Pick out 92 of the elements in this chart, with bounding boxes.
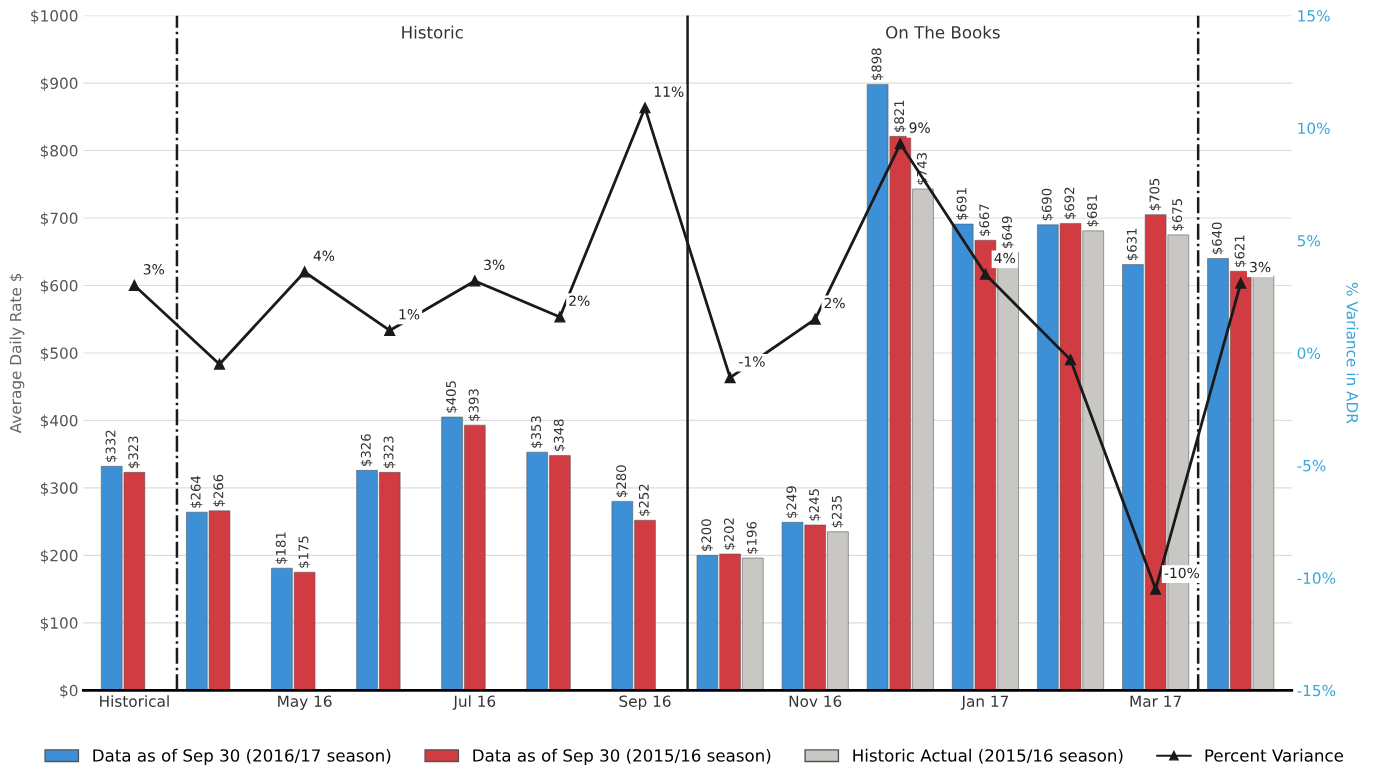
- legend-label: Data as of Sep 30 (2016/17 season): [93, 748, 391, 765]
- data-label: $898: [871, 48, 884, 80]
- x-tick-label: Jul 16: [452, 695, 496, 710]
- y-tick-label: $400: [40, 414, 78, 429]
- data-label: 3%: [484, 259, 505, 271]
- data-label: $631: [1126, 228, 1139, 261]
- data-label: $681: [1086, 195, 1099, 227]
- point: [128, 279, 140, 292]
- point: [894, 138, 906, 150]
- data-label: $690: [1041, 188, 1054, 221]
- data-label: 2%: [824, 297, 845, 309]
- data-label: $667: [979, 204, 991, 236]
- data-label: $332: [105, 430, 118, 462]
- x-tick-label: Mar 17: [1130, 695, 1181, 707]
- data-label: -10%: [1164, 567, 1200, 579]
- data-label: $323: [128, 436, 140, 468]
- annotation: On The Books: [886, 25, 1000, 39]
- y-tick-label: $800: [40, 144, 78, 159]
- data-label: $649: [1001, 216, 1014, 248]
- annotation: Historic: [402, 25, 463, 39]
- data-label: $691: [956, 188, 969, 220]
- x-tick-label: Jan 17: [960, 695, 1009, 710]
- data-label: 3%: [1250, 261, 1271, 273]
- data-label: $202: [723, 518, 736, 550]
- y-axis-title: Average Daily Rate $: [9, 273, 25, 434]
- data-label: 2%: [569, 295, 590, 307]
- data-label: $326: [360, 434, 373, 466]
- x-tick-label: Historical: [100, 695, 169, 707]
- y2-tick-label: -15%: [1297, 684, 1336, 697]
- point: [469, 275, 481, 287]
- data-label: $196: [746, 521, 759, 554]
- y2-tick-label: 0%: [1297, 347, 1321, 359]
- data-label: $181: [275, 532, 288, 564]
- data-label: $393: [468, 389, 481, 421]
- y2-tick-label: -10%: [1297, 572, 1336, 584]
- point: [1150, 583, 1162, 595]
- point: [384, 324, 396, 337]
- x-tick-label: May 16: [278, 695, 332, 710]
- y-tick-label: $100: [40, 617, 78, 631]
- data-label: $200: [701, 519, 713, 551]
- data-label: $264: [190, 475, 203, 508]
- data-label: 3%: [143, 264, 164, 275]
- data-label: $266: [213, 474, 226, 507]
- data-label: 4%: [994, 252, 1016, 264]
- y2-tick-label: -5%: [1297, 459, 1326, 472]
- data-label: $353: [530, 416, 543, 448]
- legend-label: Historic Actual (2015/16 season): [853, 748, 1123, 764]
- data-label: $280: [615, 465, 628, 497]
- data-label: $621: [1234, 235, 1247, 267]
- y-tick-label: $500: [40, 347, 78, 361]
- data-label: $323: [383, 436, 396, 468]
- x-tick-label: Sep 16: [619, 695, 671, 710]
- data-label: $675: [1171, 199, 1184, 231]
- data-label: $640: [1211, 222, 1224, 255]
- point: [554, 311, 566, 323]
- data-label: $175: [298, 536, 311, 568]
- y-tick-label: $900: [40, 77, 78, 92]
- point: [724, 372, 736, 384]
- point: [809, 313, 821, 325]
- point: [1235, 277, 1247, 289]
- y-tick-label: $700: [40, 212, 78, 227]
- data-label: $705: [1149, 178, 1162, 211]
- point: [299, 266, 311, 278]
- y-tick-label: $300: [40, 482, 78, 496]
- point: [979, 268, 991, 280]
- data-label: 11%: [654, 86, 684, 97]
- data-label: 1%: [399, 309, 420, 320]
- data-label: $405: [445, 381, 458, 413]
- y2-axis-title: % Variance in ADR: [1346, 282, 1359, 424]
- legend-label: Data as of Sep 30 (2015/16 season): [473, 748, 771, 765]
- data-label: $235: [831, 495, 844, 528]
- y2-tick-label: 10%: [1298, 122, 1330, 135]
- data-label: $252: [638, 484, 651, 516]
- data-label: $692: [1064, 187, 1077, 219]
- data-label: 4%: [313, 250, 335, 262]
- data-label: $821: [893, 100, 906, 132]
- point: [639, 102, 651, 114]
- y-tick-label: $1000: [31, 9, 78, 24]
- legend-label: Percent Variance: [1205, 748, 1344, 762]
- data-label: $348: [553, 419, 566, 452]
- y2-tick-label: 15%: [1298, 10, 1330, 22]
- y-tick-label: $200: [40, 549, 78, 564]
- y2-tick-label: 5%: [1297, 234, 1321, 247]
- point: [213, 358, 226, 370]
- data-label: -1%: [739, 356, 765, 367]
- data-label: $245: [808, 489, 821, 521]
- y-tick-label: $600: [40, 279, 78, 294]
- data-label: $249: [786, 486, 799, 518]
- x-tick-label: Nov 16: [789, 695, 842, 707]
- data-label: 9%: [909, 122, 930, 133]
- y-tick-label: $0: [60, 684, 78, 699]
- point: [1064, 354, 1077, 366]
